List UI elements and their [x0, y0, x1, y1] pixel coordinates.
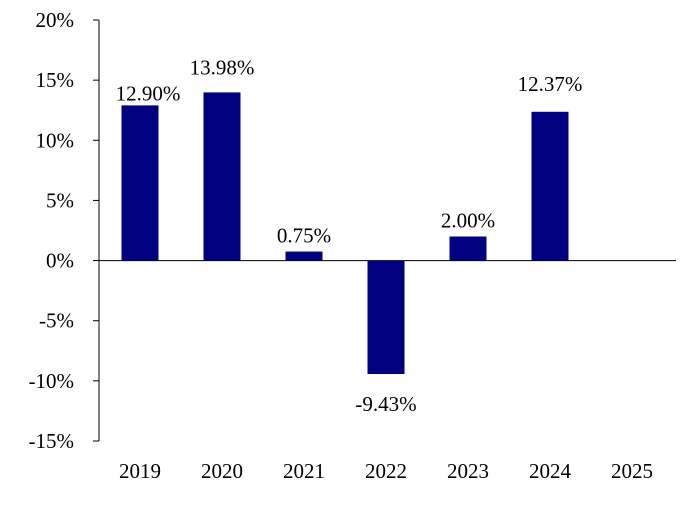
- data-label-2023: 2.00%: [441, 209, 495, 233]
- y-tick-label: 20%: [36, 8, 75, 32]
- x-tick-label-2021: 2021: [283, 459, 325, 483]
- bar-2021: [285, 251, 323, 261]
- data-label-2022: -9.43%: [355, 392, 416, 416]
- bar-2019: [121, 105, 159, 261]
- x-tick-label-2019: 2019: [119, 459, 161, 483]
- y-tick-label: -5%: [39, 309, 74, 333]
- x-tick-label-2023: 2023: [447, 459, 489, 483]
- y-tick-label: 15%: [36, 68, 75, 92]
- x-tick-label-2020: 2020: [201, 459, 243, 483]
- data-label-2020: 13.98%: [190, 55, 255, 79]
- data-label-2024: 12.37%: [518, 72, 583, 96]
- y-tick-label: 0%: [46, 249, 74, 273]
- data-label-2019: 12.90%: [116, 81, 181, 105]
- bar-2023: [449, 236, 487, 261]
- x-tick-labels: 2019 2020 2021 2022 2023 2024 2025: [119, 459, 653, 483]
- x-tick-label-2024: 2024: [529, 459, 572, 483]
- y-tick-label: -10%: [29, 369, 75, 393]
- x-tick-label-2022: 2022: [365, 459, 407, 483]
- axes: [93, 19, 676, 442]
- y-tick-label: -15%: [29, 429, 75, 453]
- y-tick-label: 5%: [46, 188, 74, 212]
- data-labels: 12.90% 13.98% 0.75% -9.43% 2.00% 12.37%: [116, 55, 583, 416]
- data-label-2021: 0.75%: [277, 224, 331, 248]
- bar-2024: [531, 111, 569, 261]
- y-tick-labels: 20% 15% 10% 5% 0% -5% -10% -15%: [29, 8, 75, 453]
- y-tick-label: 10%: [36, 128, 75, 152]
- bar-2020: [203, 92, 241, 261]
- bars: [121, 92, 569, 375]
- x-tick-label-2025: 2025: [611, 459, 653, 483]
- bar-2022: [367, 260, 405, 375]
